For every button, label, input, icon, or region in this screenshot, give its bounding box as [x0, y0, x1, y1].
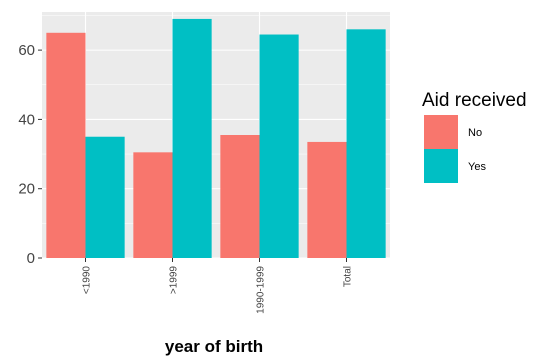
legend-key-no: [424, 115, 458, 149]
bar-no-3: [307, 141, 347, 258]
bar-yes-1: [172, 18, 212, 258]
x-tick-label: >1999: [169, 266, 180, 295]
legend-title: Aid received: [422, 90, 527, 111]
legend: Aid received No Yes: [422, 90, 527, 183]
y-axis: 0 20 40 60: [18, 42, 42, 267]
bar-yes-3: [346, 29, 386, 258]
bar-yes-2: [259, 34, 299, 259]
x-tick-label: <1990: [82, 266, 93, 295]
bar-no-0: [46, 32, 86, 259]
y-tick-label: 40: [18, 111, 35, 128]
y-tick-label: 60: [18, 42, 35, 59]
y-tick-label: 0: [27, 250, 35, 267]
bars: [46, 18, 386, 259]
x-tick-label: Total: [343, 266, 354, 287]
y-tick-label: 20: [18, 181, 35, 198]
legend-label-yes: Yes: [468, 161, 486, 173]
legend-key-yes: [424, 149, 458, 183]
bar-yes-0: [85, 136, 125, 258]
bar-no-2: [220, 135, 260, 258]
x-tick-label: 1990-1999: [256, 266, 267, 314]
x-axis: <1990 >1999 1990-1999 Total: [82, 258, 354, 314]
x-axis-title: year of birth: [165, 337, 263, 356]
legend-label-no: No: [468, 127, 482, 139]
bar-no-1: [133, 152, 173, 258]
